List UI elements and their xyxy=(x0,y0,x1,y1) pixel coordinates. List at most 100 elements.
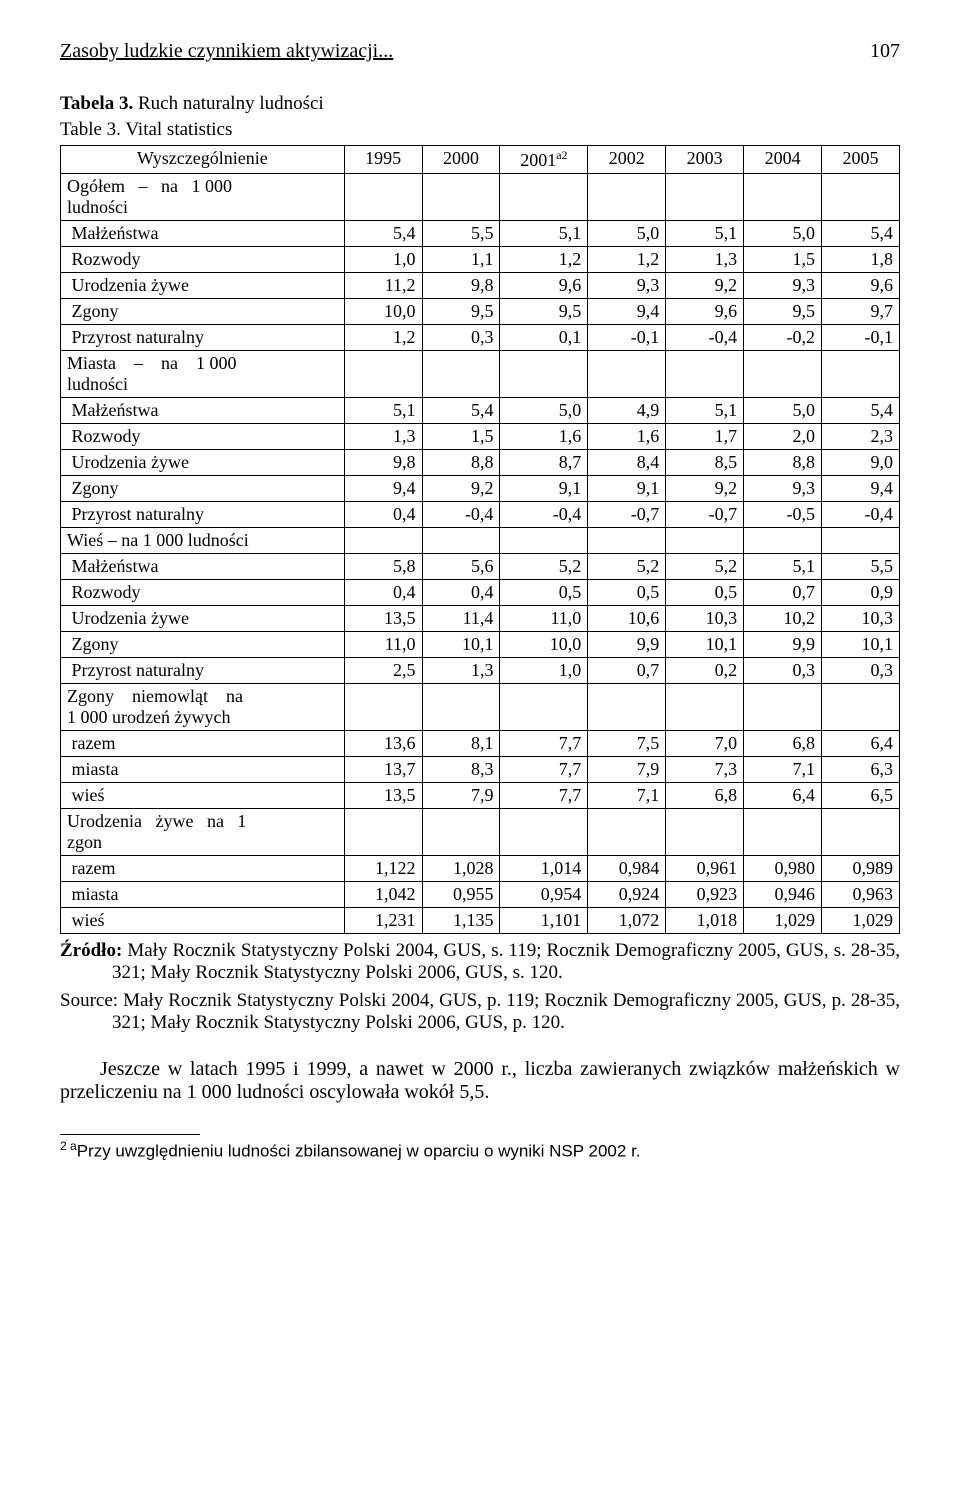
cell: 9,1 xyxy=(500,476,588,502)
table-row: Ogółem – na 1 000 ludności xyxy=(61,174,900,221)
cell: 9,5 xyxy=(500,299,588,325)
cell: 5,2 xyxy=(588,554,666,580)
cell: 1,6 xyxy=(500,424,588,450)
cell: 8,4 xyxy=(588,450,666,476)
cell: 1,028 xyxy=(422,856,500,882)
cell: 5,0 xyxy=(744,398,822,424)
table-row: razem1,1221,0281,0140,9840,9610,9800,989 xyxy=(61,856,900,882)
cell xyxy=(344,684,422,731)
cell: 0,963 xyxy=(822,882,900,908)
header-title: Zasoby ludzkie czynnikiem aktywizacji... xyxy=(60,40,393,63)
cell: 1,1 xyxy=(422,247,500,273)
cell: 0,9 xyxy=(822,580,900,606)
cell: -0,1 xyxy=(822,325,900,351)
cell xyxy=(822,809,900,856)
table-row: Przyrost naturalny1,20,30,1-0,1-0,4-0,2-… xyxy=(61,325,900,351)
table-row: Zgony9,49,29,19,19,29,39,4 xyxy=(61,476,900,502)
cell: -0,2 xyxy=(744,325,822,351)
cell xyxy=(666,809,744,856)
cell xyxy=(744,174,822,221)
cell xyxy=(822,351,900,398)
row-label: razem xyxy=(61,731,345,757)
footnote-rule xyxy=(60,1134,200,1135)
cell: 8,1 xyxy=(422,731,500,757)
cell: 0,3 xyxy=(744,658,822,684)
cell: 9,2 xyxy=(422,476,500,502)
row-label: wieś xyxy=(61,783,345,809)
cell: 6,8 xyxy=(666,783,744,809)
cell: 5,5 xyxy=(422,221,500,247)
cell: 5,4 xyxy=(822,398,900,424)
table-caption-en: Table 3. Vital statistics xyxy=(60,119,900,141)
cell: 0,4 xyxy=(344,502,422,528)
cell: 10,3 xyxy=(822,606,900,632)
cell: 1,029 xyxy=(744,908,822,934)
cell xyxy=(344,174,422,221)
cell: 5,2 xyxy=(666,554,744,580)
cell: 0,923 xyxy=(666,882,744,908)
cell xyxy=(588,174,666,221)
source-pl: Źródło: Mały Rocznik Statystyczny Polski… xyxy=(60,940,900,984)
body-paragraph: Jeszcze w latach 1995 i 1999, a nawet w … xyxy=(60,1058,900,1104)
row-label: razem xyxy=(61,856,345,882)
cell xyxy=(822,684,900,731)
cell: 6,5 xyxy=(822,783,900,809)
cell: 5,2 xyxy=(500,554,588,580)
table-row: miasta1,0420,9550,9540,9240,9230,9460,96… xyxy=(61,882,900,908)
cell: 0,7 xyxy=(588,658,666,684)
cell: 7,7 xyxy=(500,731,588,757)
year-col: 2005 xyxy=(822,146,900,174)
row-label: Wieś – na 1 000 ludności xyxy=(61,528,345,554)
cell: 5,1 xyxy=(666,398,744,424)
table-caption-pl: Tabela 3. Ruch naturalny ludności xyxy=(60,93,900,115)
table-row: Zgony niemowląt na 1 000 urodzeń żywych xyxy=(61,684,900,731)
cell: 7,1 xyxy=(588,783,666,809)
table-row: miasta13,78,37,77,97,37,16,3 xyxy=(61,757,900,783)
cell: 0,5 xyxy=(500,580,588,606)
cell: 11,0 xyxy=(344,632,422,658)
cell: 9,6 xyxy=(500,273,588,299)
cell: 5,5 xyxy=(822,554,900,580)
source-en: Source: Mały Rocznik Statystyczny Polski… xyxy=(60,990,900,1034)
table-row: Małżeństwa5,45,55,15,05,15,05,4 xyxy=(61,221,900,247)
footnote: 2 aPrzy uwzględnieniu ludności zbilansow… xyxy=(60,1139,900,1162)
cell: -0,4 xyxy=(500,502,588,528)
cell: -0,4 xyxy=(666,325,744,351)
row-label: Małżeństwa xyxy=(61,554,345,580)
table-row: wieś1,2311,1351,1011,0721,0181,0291,029 xyxy=(61,908,900,934)
cell: 1,5 xyxy=(744,247,822,273)
cell xyxy=(422,684,500,731)
cell: 1,0 xyxy=(344,247,422,273)
row-label: wieś xyxy=(61,908,345,934)
cell: 10,0 xyxy=(344,299,422,325)
row-label: miasta xyxy=(61,757,345,783)
cell: 9,3 xyxy=(744,273,822,299)
cell xyxy=(588,809,666,856)
cell: 10,1 xyxy=(822,632,900,658)
row-label: Małżeństwa xyxy=(61,398,345,424)
row-label: Ogółem – na 1 000 ludności xyxy=(61,174,345,221)
row-label: Urodzenia żywe xyxy=(61,606,345,632)
cell: 0,989 xyxy=(822,856,900,882)
cell: 1,2 xyxy=(344,325,422,351)
cell: 5,0 xyxy=(588,221,666,247)
cell: -0,4 xyxy=(422,502,500,528)
cell: 5,4 xyxy=(422,398,500,424)
page-number: 107 xyxy=(870,40,900,63)
cell: 0,5 xyxy=(666,580,744,606)
cell: 0,2 xyxy=(666,658,744,684)
table-row: Urodzenia żywe na 1 zgon xyxy=(61,809,900,856)
cell: 0,5 xyxy=(588,580,666,606)
cell: 9,8 xyxy=(422,273,500,299)
caption-label: Tabela 3. xyxy=(60,93,133,114)
cell: 8,3 xyxy=(422,757,500,783)
cell: 0,7 xyxy=(744,580,822,606)
cell: 5,1 xyxy=(666,221,744,247)
cell: 0,924 xyxy=(588,882,666,908)
row-label: Zgony xyxy=(61,299,345,325)
cell: 9,3 xyxy=(588,273,666,299)
row-label: Urodzenia żywe na 1 zgon xyxy=(61,809,345,856)
caption-text: Ruch naturalny ludności xyxy=(133,93,324,114)
cell xyxy=(500,528,588,554)
year-col: 2002 xyxy=(588,146,666,174)
